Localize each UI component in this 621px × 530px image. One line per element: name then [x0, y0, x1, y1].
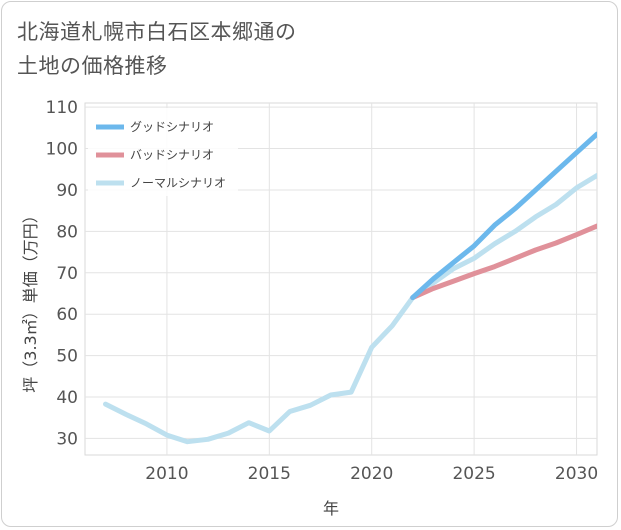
series-lines — [103, 131, 597, 445]
y-axis-ticks: 30 40 50 60 70 80 90 100 110 — [46, 98, 78, 449]
y-axis-title: 坪（3.3㎡）単価（万円） — [21, 207, 40, 392]
plot-area-border — [84, 102, 598, 456]
y-tick-label: 80 — [56, 222, 78, 242]
y-tick-label: 90 — [56, 181, 78, 201]
x-tick-label: 2020 — [350, 464, 393, 484]
x-axis-title: 年 — [323, 499, 339, 518]
x-tick-label: 2030 — [555, 464, 598, 484]
y-tick-label: 60 — [56, 305, 78, 325]
x-tick-label: 2015 — [248, 464, 291, 484]
series-line-2 — [103, 173, 597, 445]
chart-title: 北海道札幌市白石区本郷通の 土地の価格推移 — [17, 15, 417, 83]
series-line-0 — [410, 131, 597, 301]
chart-title-line-1: 北海道札幌市白石区本郷通の — [17, 20, 297, 44]
y-tick-label: 40 — [56, 388, 78, 408]
y-tick-label: 110 — [46, 98, 78, 118]
y-tick-label: 30 — [56, 429, 78, 449]
y-tick-label: 70 — [56, 264, 78, 284]
y-tick-label: 100 — [46, 140, 78, 160]
x-tick-label: 2025 — [452, 464, 495, 484]
y-tick-label: 50 — [56, 347, 78, 367]
chart-title-line-2: 土地の価格推移 — [17, 54, 168, 78]
series-line-1 — [410, 223, 597, 301]
legend-label-0: グッドシナリオ — [130, 120, 214, 134]
x-axis-ticks: 2010 2015 2020 2025 2030 — [145, 464, 598, 484]
x-tick-label: 2010 — [145, 464, 188, 484]
legend-label-1: バッドシナリオ — [130, 148, 214, 162]
legend-label-2: ノーマルシナリオ — [130, 176, 226, 190]
